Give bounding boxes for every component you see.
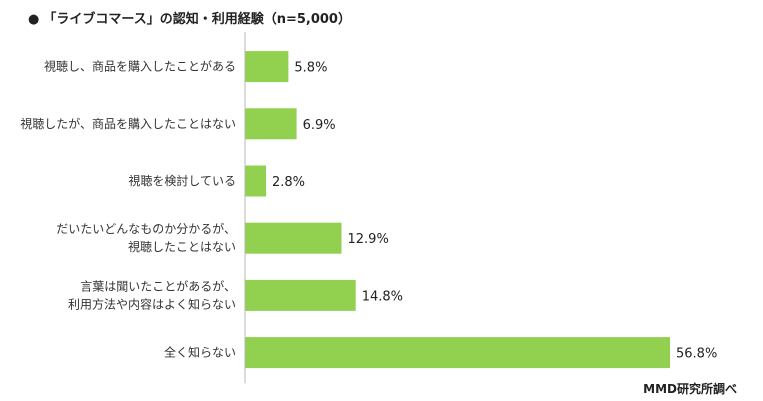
bar-4: [245, 222, 342, 254]
category-label-5-line-2: 利用方法や内容はよく知らない: [68, 296, 236, 311]
source-credit: MMD研究所調べ: [643, 382, 737, 396]
category-label-5-line-1: 言葉は聞いたことがあるが、: [80, 278, 236, 293]
category-label-4-line-2: 視聴したことはない: [128, 239, 236, 254]
bar-2: [245, 108, 297, 140]
value-label-1: 5.8%: [294, 61, 327, 76]
category-label-1: 視聴し、商品を購入したことがある: [44, 59, 236, 74]
category-label-2: 視聴したが、商品を購入したことはない: [20, 116, 236, 131]
title-bullet-icon: ●: [28, 12, 40, 27]
chart-title-text: 「ライブコマース」の認知・利用経験（n=5,000）: [43, 12, 351, 27]
value-label-6: 56.8%: [676, 347, 717, 362]
bar-6: [245, 337, 670, 369]
value-label-2: 6.9%: [303, 118, 336, 133]
category-label-4-line-1: だいたいどんなものか分かるが、: [56, 221, 236, 236]
chart-title: ● 「ライブコマース」の認知・利用経験（n=5,000）: [28, 8, 351, 27]
category-label-6: 全く知らない: [164, 345, 236, 360]
category-label-3: 視聴を検討している: [128, 173, 236, 188]
value-label-5: 14.8%: [362, 289, 403, 304]
value-label-3: 2.8%: [272, 175, 305, 190]
bar-3: [245, 165, 266, 197]
bar-1: [245, 51, 289, 83]
bar-5: [245, 279, 356, 311]
value-label-4: 12.9%: [348, 232, 389, 247]
